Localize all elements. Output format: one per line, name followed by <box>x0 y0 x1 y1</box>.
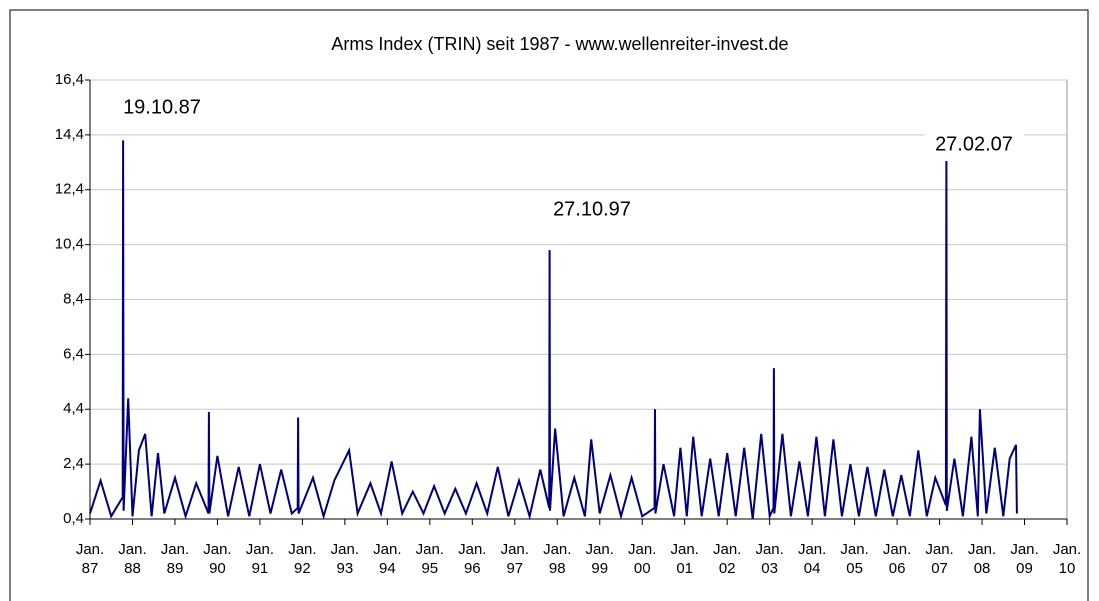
x-tick-label: Jan. 97 <box>500 541 529 577</box>
x-tick-label: Jan. 04 <box>797 541 827 577</box>
y-tick-label: 10,4 <box>55 236 84 253</box>
x-tick-label: Jan. 93 <box>330 541 360 577</box>
x-tick-label: Jan. 06 <box>882 541 912 577</box>
annotation: 19.10.87 <box>123 96 201 118</box>
y-tick-label: 16,4 <box>55 71 84 88</box>
line-series <box>89 140 1018 521</box>
x-tick-label: Jan. 92 <box>288 541 317 577</box>
annotation-box <box>112 92 212 124</box>
annotation-box <box>924 129 1024 161</box>
y-tick-label: 2,4 <box>63 455 84 472</box>
y-tick-label: 14,4 <box>55 126 84 143</box>
x-tick-label: Jan. 07 <box>925 541 954 577</box>
x-tick-label: Jan. 94 <box>373 541 402 577</box>
y-tick-label: 0,4 <box>63 510 84 527</box>
x-tick-label: Jan. 08 <box>967 541 997 577</box>
annotation: 27.10.97 <box>553 198 631 220</box>
x-tick-label: Jan. 88 <box>118 541 147 577</box>
x-tick-label: Jan. 98 <box>543 541 572 577</box>
x-tick-label: Jan. 02 <box>712 541 742 577</box>
y-tick-label: 4,4 <box>63 400 84 417</box>
x-tick-label: Jan. 87 <box>75 541 105 577</box>
x-tick-label: Jan. 99 <box>585 541 614 577</box>
annotation-box <box>542 194 642 226</box>
x-tick-label: Jan. 89 <box>160 541 190 577</box>
x-tick-label: Jan. 05 <box>840 541 869 577</box>
y-tick-label: 6,4 <box>63 345 84 362</box>
x-tick-label: Jan. 09 <box>1010 541 1039 577</box>
x-tick-label: Jan. 91 <box>245 541 275 577</box>
x-tick-label: Jan. 96 <box>458 541 487 577</box>
x-tick-label: Jan. 03 <box>755 541 784 577</box>
x-tick-label: Jan. 95 <box>415 541 444 577</box>
x-tick-label: Jan. 90 <box>203 541 232 577</box>
y-tick-label: 8,4 <box>63 290 84 307</box>
y-tick-label: 12,4 <box>55 181 84 198</box>
x-tick-label: Jan. 00 <box>628 541 657 577</box>
annotation: 27.02.07 <box>935 133 1013 155</box>
x-tick-label: Jan. 10 <box>1052 541 1082 577</box>
x-tick-label: Jan. 01 <box>670 541 699 577</box>
chart-title: Arms Index (TRIN) seit 1987 - www.wellen… <box>331 34 788 54</box>
